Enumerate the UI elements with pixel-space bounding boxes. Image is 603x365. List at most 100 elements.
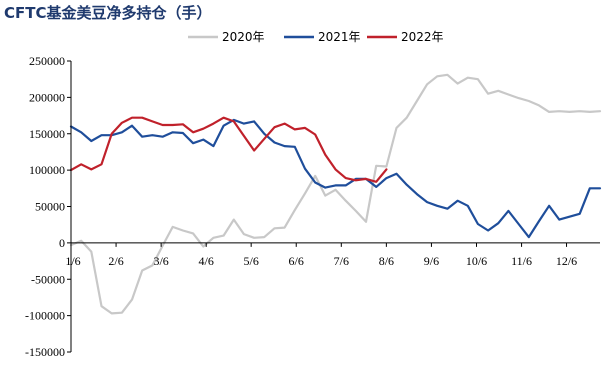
- data-point: [162, 245, 164, 247]
- data-point: [558, 219, 560, 221]
- data-point: [263, 138, 265, 140]
- data-point: [416, 100, 418, 102]
- data-point: [253, 149, 255, 152]
- data-point: [365, 178, 367, 180]
- data-point: [375, 186, 377, 188]
- axes: 250000 200000 150000 100000 50000 0 -50000 -100…: [25, 54, 600, 359]
- data-point: [345, 177, 347, 179]
- data-point: [100, 163, 103, 165]
- data-point: [477, 223, 479, 225]
- data-point: [284, 227, 286, 229]
- data-point: [487, 229, 489, 232]
- series-line-3: [69, 116, 388, 183]
- x-tick-label: 2/6: [108, 254, 123, 268]
- x-tick-label: 12/6: [556, 254, 577, 268]
- data-point: [518, 223, 520, 225]
- data-point: [172, 131, 174, 133]
- data-point: [467, 205, 469, 207]
- y-tick-label: 0: [59, 236, 65, 250]
- data-point: [599, 110, 601, 112]
- data-point: [304, 168, 306, 170]
- data-point: [192, 142, 194, 144]
- data-point: [497, 222, 499, 224]
- y-tick-label: 200000: [29, 90, 65, 104]
- data-point: [406, 184, 408, 186]
- data-point: [263, 236, 265, 238]
- data-point: [324, 195, 326, 197]
- data-point: [121, 122, 123, 124]
- data-point: [477, 78, 479, 80]
- data-point: [223, 117, 225, 119]
- data-point: [375, 181, 377, 183]
- data-point: [568, 111, 571, 113]
- x-tick-label: 4/6: [199, 254, 214, 268]
- data-point: [579, 213, 581, 215]
- data-point: [395, 127, 398, 129]
- data-point: [202, 245, 204, 248]
- data-point: [487, 93, 489, 95]
- data-point: [212, 237, 214, 239]
- data-point: [80, 131, 82, 133]
- data-point: [100, 305, 103, 307]
- data-point: [304, 192, 306, 194]
- data-point: [375, 165, 377, 167]
- x-tick-label: 1/6: [65, 254, 80, 268]
- data-point: [334, 168, 337, 170]
- data-point: [284, 123, 286, 125]
- legend: 2020年 2021年 2022年: [188, 30, 444, 44]
- y-tick-label: -100000: [25, 309, 65, 323]
- series-lines: [69, 73, 602, 315]
- data-point: [243, 123, 245, 125]
- data-point: [202, 128, 204, 130]
- data-point: [243, 233, 245, 235]
- data-point: [294, 128, 296, 130]
- data-point: [385, 168, 387, 170]
- data-point: [304, 127, 306, 129]
- data-point: [385, 177, 387, 179]
- data-point: [457, 83, 459, 85]
- data-point: [395, 173, 398, 175]
- y-tick-label: -150000: [25, 345, 65, 359]
- data-point: [334, 189, 337, 191]
- data-point: [436, 205, 438, 207]
- y-tick-label: 150000: [29, 127, 65, 141]
- data-point: [263, 133, 265, 135]
- data-point: [141, 117, 143, 119]
- data-point: [589, 111, 591, 113]
- data-point: [100, 134, 103, 136]
- data-point: [80, 240, 82, 242]
- data-point: [162, 124, 164, 126]
- data-point: [294, 209, 296, 211]
- data-point: [90, 251, 92, 253]
- data-point: [273, 227, 276, 229]
- data-point: [90, 168, 92, 170]
- x-tick-label: 11/6: [511, 254, 532, 268]
- data-point: [579, 110, 581, 112]
- x-tick-label: 8/6: [379, 254, 394, 268]
- data-point: [538, 220, 540, 222]
- data-point: [568, 216, 571, 218]
- x-tick-label: 3/6: [153, 254, 168, 268]
- x-tick-label: 10/6: [466, 254, 487, 268]
- data-point: [273, 126, 276, 128]
- data-point: [558, 110, 560, 112]
- data-point: [223, 235, 225, 237]
- data-point: [182, 229, 184, 232]
- data-point: [538, 104, 540, 106]
- legend-label-2: 2021年: [318, 30, 361, 44]
- data-point: [172, 124, 174, 126]
- data-point: [90, 140, 92, 142]
- y-tick-label: 250000: [29, 54, 65, 68]
- data-point: [172, 226, 174, 228]
- data-point: [141, 136, 143, 138]
- data-point: [507, 210, 509, 212]
- data-point: [253, 237, 255, 239]
- x-tick-label: 5/6: [243, 254, 258, 268]
- data-point: [548, 205, 550, 207]
- data-point: [212, 145, 214, 147]
- data-point: [202, 139, 204, 141]
- data-point: [284, 145, 286, 147]
- y-tick-label: 100000: [29, 163, 65, 177]
- data-point: [324, 187, 326, 189]
- data-point: [80, 163, 82, 165]
